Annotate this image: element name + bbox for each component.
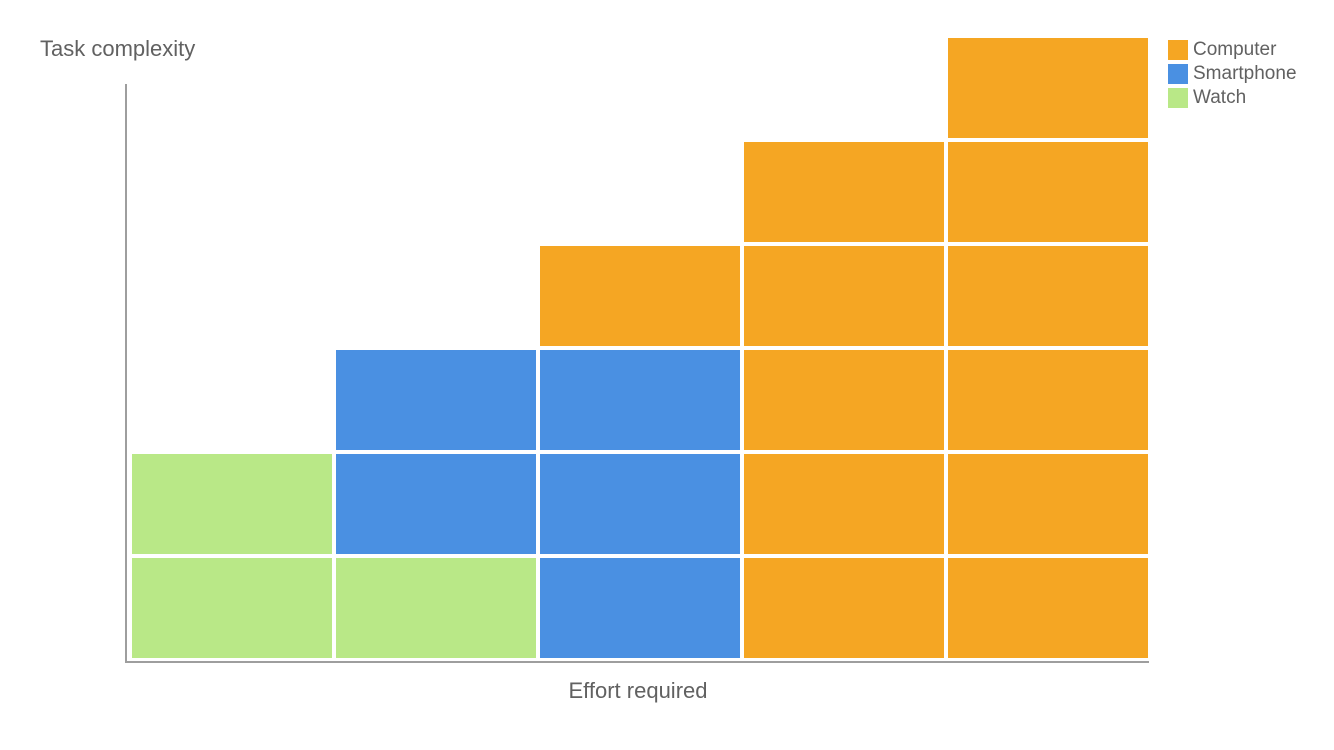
legend-label: Computer (1193, 39, 1277, 60)
legend-item-computer: Computer (1168, 38, 1297, 62)
legend-label: Smartphone (1193, 63, 1297, 84)
legend-swatch (1168, 64, 1188, 84)
bar-segment-computer (948, 38, 1148, 138)
legend-swatch (1168, 40, 1188, 60)
bar-segment-smartphone (540, 350, 740, 450)
bar-segment-computer (948, 454, 1148, 554)
bar-segment-computer (744, 246, 944, 346)
bar-segment-computer (744, 454, 944, 554)
bar-segment-computer (948, 246, 1148, 346)
y-axis-title: Task complexity (40, 36, 196, 61)
bar-segment-computer (744, 350, 944, 450)
bar-segment-computer (540, 246, 740, 346)
bar-segment-computer (948, 142, 1148, 242)
bar-segment-smartphone (540, 558, 740, 658)
bar-segment-smartphone (540, 454, 740, 554)
bar-segment-computer (948, 558, 1148, 658)
legend-item-smartphone: Smartphone (1168, 62, 1297, 86)
legend-label: Watch (1193, 87, 1247, 108)
legend-swatch (1168, 88, 1188, 108)
legend: Computer Smartphone Watch (1168, 38, 1297, 110)
x-axis-title: Effort required (568, 678, 708, 703)
bar-segment-computer (744, 558, 944, 658)
bar-segment-watch (132, 558, 332, 658)
bar-segment-computer (744, 142, 944, 242)
legend-item-watch: Watch (1168, 86, 1297, 110)
bar-segment-computer (948, 350, 1148, 450)
bar-segment-smartphone (336, 454, 536, 554)
bar-segment-watch (132, 454, 332, 554)
bar-segment-smartphone (336, 350, 536, 450)
bar-segment-watch (336, 558, 536, 658)
